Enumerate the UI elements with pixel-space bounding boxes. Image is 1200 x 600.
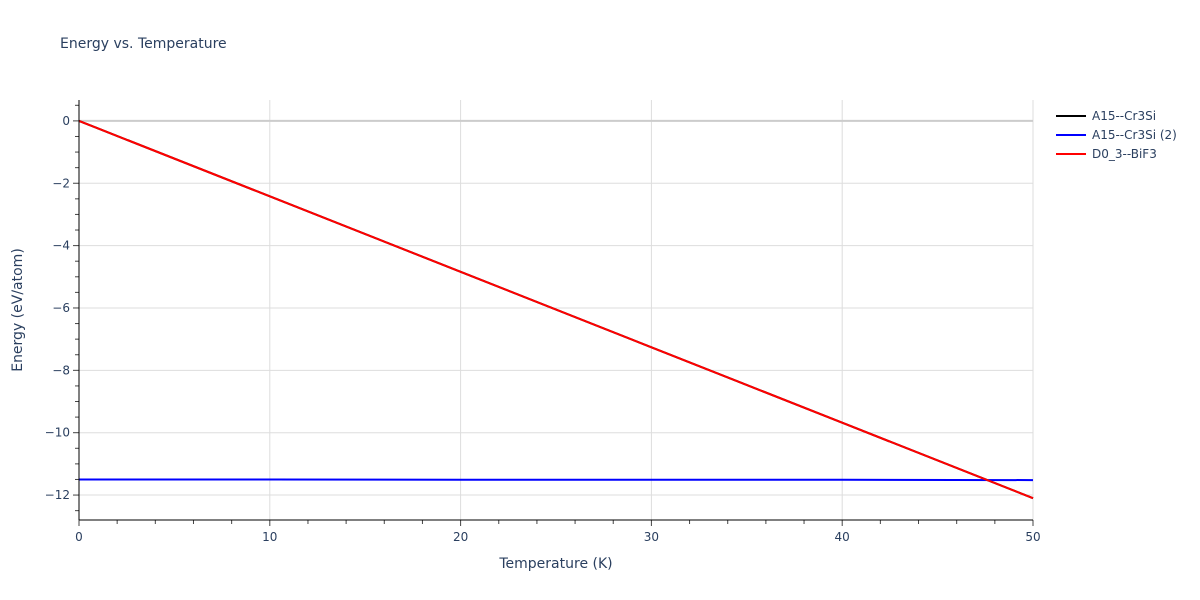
legend: A15--Cr3Si A15--Cr3Si (2) D0_3--BiF3 xyxy=(1056,106,1177,163)
y-tick-label: −6 xyxy=(52,301,70,315)
y-tick-label: −10 xyxy=(45,426,70,440)
y-tick-label: −4 xyxy=(52,239,70,253)
series-lines xyxy=(78,119,1034,500)
y-tick-label: 0 xyxy=(62,114,70,128)
legend-swatch-black xyxy=(1056,114,1086,117)
y-tick-label: −2 xyxy=(52,176,70,190)
axes: 0 10 20 30 40 50 0 −2 −4 −6 −8 −10 −12 xyxy=(45,100,1041,544)
legend-label: A15--Cr3Si (2) xyxy=(1092,127,1177,142)
y-tick-label: −8 xyxy=(52,363,70,377)
legend-item-d0-3-bif3[interactable]: D0_3--BiF3 xyxy=(1056,144,1177,163)
chart-title: Energy vs. Temperature xyxy=(60,36,227,52)
legend-label: A15--Cr3Si xyxy=(1092,108,1157,123)
legend-swatch-red xyxy=(1056,152,1086,155)
legend-swatch-blue xyxy=(1056,133,1086,136)
x-tick-label: 0 xyxy=(75,530,83,544)
x-axis-label: Temperature (K) xyxy=(498,556,612,572)
x-tick-label: 50 xyxy=(1025,530,1040,544)
series-line xyxy=(79,478,1034,482)
x-tick-label: 20 xyxy=(453,530,468,544)
y-tick-label: −12 xyxy=(45,488,70,502)
legend-item-a15-cr3si[interactable]: A15--Cr3Si xyxy=(1056,106,1177,125)
grid-lines xyxy=(79,100,1034,520)
x-tick-label: 10 xyxy=(262,530,277,544)
legend-item-a15-cr3si-2[interactable]: A15--Cr3Si (2) xyxy=(1056,125,1177,144)
y-axis-label: Energy (eV/atom) xyxy=(10,248,26,372)
series-line xyxy=(78,119,1034,500)
legend-label: D0_3--BiF3 xyxy=(1092,146,1157,161)
x-tick-label: 30 xyxy=(644,530,659,544)
x-tick-label: 40 xyxy=(835,530,850,544)
